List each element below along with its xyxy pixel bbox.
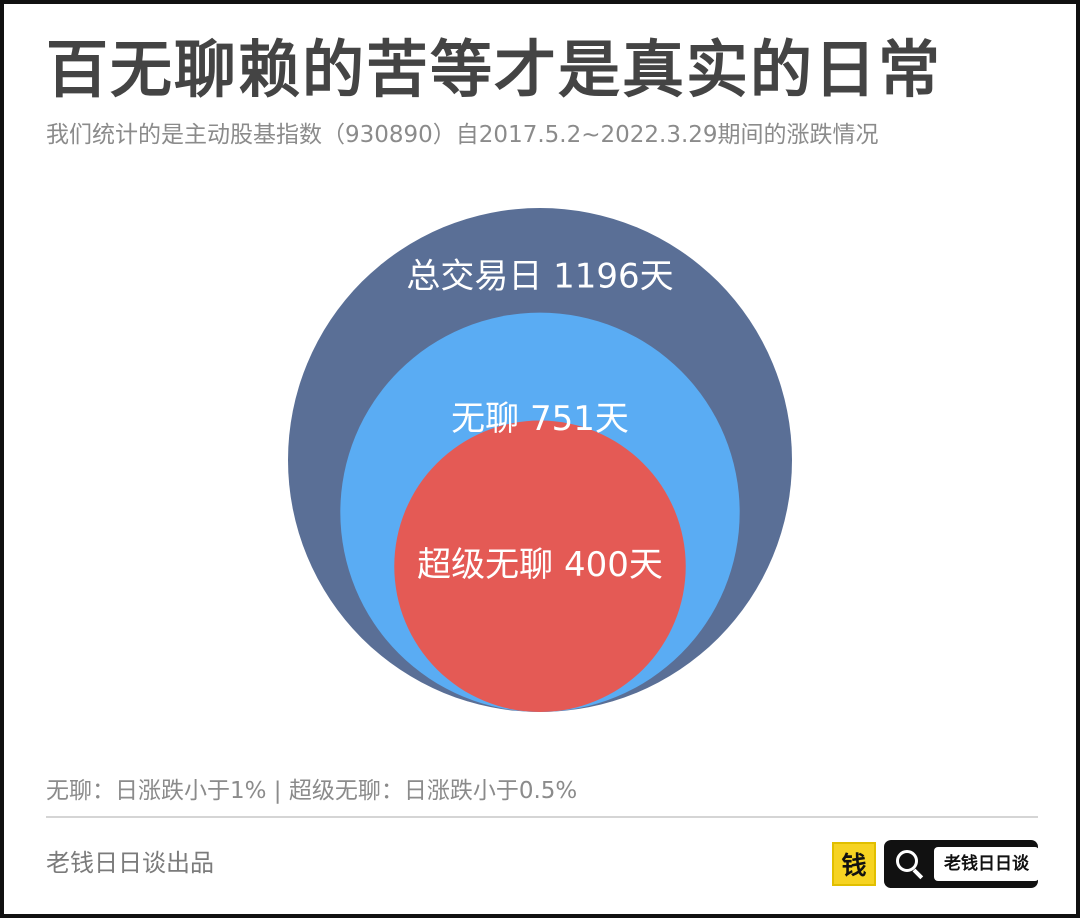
brand-search-box: 老钱日日谈 <box>884 840 1039 888</box>
circle-label-总交易日: 总交易日 1196天 <box>406 257 673 297</box>
circle-label-超级无聊: 超级无聊 400天 <box>417 545 663 585</box>
page-title: 百无聊赖的苦等才是真实的日常 <box>46 33 943 106</box>
money-logo-icon: 钱 <box>832 842 876 886</box>
search-icon <box>894 849 924 879</box>
page-subtitle: 我们统计的是主动股基指数（930890）自2017.5.2~2022.3.29期… <box>46 122 879 148</box>
brand-search-text: 老钱日日谈 <box>934 847 1039 881</box>
circle-label-无聊: 无聊 751天 <box>451 399 629 439</box>
brand-badge: 钱 老钱日日谈 <box>832 840 1039 888</box>
circle-layer <box>288 208 792 712</box>
footer-divider <box>46 816 1038 818</box>
credit-text: 老钱日日谈出品 <box>46 849 214 877</box>
chart-definition-note: 无聊：日涨跌小于1% | 超级无聊：日涨跌小于0.5% <box>46 778 578 804</box>
circle-超级无聊 <box>394 420 686 712</box>
